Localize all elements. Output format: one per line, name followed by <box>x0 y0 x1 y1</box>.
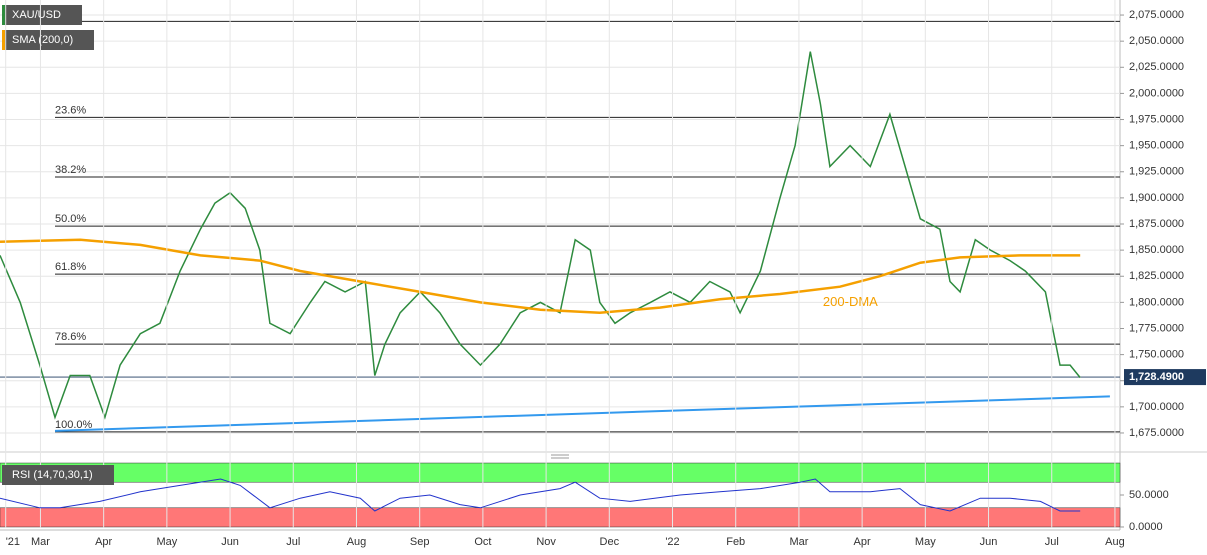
fib-label: 100.0% <box>55 419 93 431</box>
fib-label: 38.2% <box>55 164 86 176</box>
x-tick-label: Jul <box>1045 536 1059 548</box>
fib-label: 50.0% <box>55 213 86 225</box>
y-tick-label: 2,000.0000 <box>1129 87 1184 99</box>
legend-label: SMA (200,0) <box>12 34 73 46</box>
y-tick-label: 1,875.0000 <box>1129 218 1184 230</box>
x-tick-label: '22 <box>665 536 679 548</box>
last-price-tag <box>1124 369 1206 386</box>
y-tick-label: 1,775.0000 <box>1129 322 1184 334</box>
x-tick-label: Aug <box>1105 536 1125 548</box>
series-line <box>0 478 1081 512</box>
x-tick-label: Jul <box>286 536 300 548</box>
x-tick-label: Mar <box>789 536 808 548</box>
series-line <box>0 51 1081 420</box>
rsi-band <box>0 462 1121 483</box>
legend-swatch <box>2 5 5 25</box>
legend-box <box>2 5 82 25</box>
x-tick-label: '21 <box>6 536 20 548</box>
fib-label: 61.8% <box>55 261 86 273</box>
y-tick-label: 1,850.0000 <box>1129 244 1184 256</box>
y-tick-label: 50.0000 <box>1129 489 1169 501</box>
series-line <box>0 238 1081 315</box>
x-tick-label: Apr <box>95 536 112 548</box>
x-tick-label: Sep <box>410 536 430 548</box>
y-tick-label: 1,750.0000 <box>1129 349 1184 361</box>
y-tick-label: 1,950.0000 <box>1129 140 1184 152</box>
y-tick-label: 2,025.0000 <box>1129 61 1184 73</box>
x-tick-label: Aug <box>347 536 367 548</box>
last-price-label: 1,728.4900 <box>1129 371 1184 383</box>
trend-line <box>54 395 1110 432</box>
x-tick-label: Dec <box>600 536 620 548</box>
annotation: 200-DMA <box>823 294 878 309</box>
panel-title: RSI (14,70,30,1) <box>12 469 93 481</box>
x-tick-label: Jun <box>221 536 239 548</box>
y-tick-label: 1,900.0000 <box>1129 192 1184 204</box>
rsi-band <box>0 507 1121 528</box>
x-tick-label: Mar <box>31 536 50 548</box>
fib-label: 23.6% <box>55 104 86 116</box>
x-tick-label: Jun <box>980 536 998 548</box>
x-tick-label: May <box>156 536 177 548</box>
legend-swatch <box>2 30 5 50</box>
x-tick-label: Apr <box>854 536 871 548</box>
fib-label: 78.6% <box>55 331 86 343</box>
x-tick-label: Nov <box>536 536 556 548</box>
y-tick-label: 0.0000 <box>1129 521 1163 533</box>
legend-label: XAU/USD <box>12 9 61 21</box>
legend-box <box>2 465 114 485</box>
y-tick-label: 1,925.0000 <box>1129 166 1184 178</box>
y-tick-label: 1,825.0000 <box>1129 270 1184 282</box>
y-tick-label: 2,075.0000 <box>1129 9 1184 21</box>
y-tick-label: 2,050.0000 <box>1129 35 1184 47</box>
legend-box <box>2 30 94 50</box>
x-tick-label: Oct <box>474 536 491 548</box>
y-tick-label: 1,700.0000 <box>1129 401 1184 413</box>
x-tick-label: May <box>915 536 936 548</box>
y-tick-label: 1,975.0000 <box>1129 113 1184 125</box>
x-tick-label: Feb <box>726 536 745 548</box>
y-tick-label: 1,675.0000 <box>1129 427 1184 439</box>
y-tick-label: 1,800.0000 <box>1129 296 1184 308</box>
